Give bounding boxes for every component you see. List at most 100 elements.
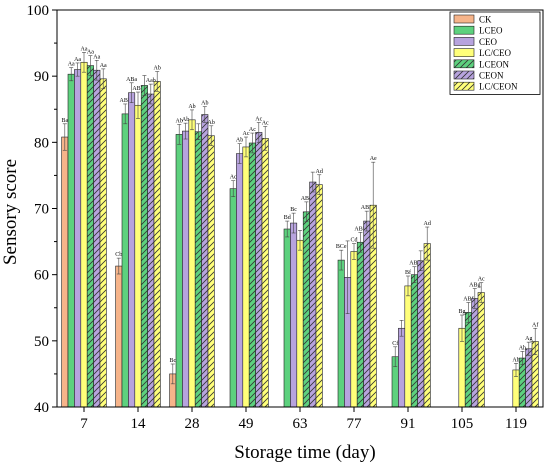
x-tick-label: 7 bbox=[80, 416, 88, 432]
significance-label: Ac bbox=[230, 175, 237, 181]
bar-hatch bbox=[249, 142, 256, 407]
bar bbox=[188, 119, 196, 408]
significance-label: Cd bbox=[350, 238, 357, 244]
significance-label: Ba bbox=[61, 118, 68, 124]
bar bbox=[404, 285, 412, 408]
significance-label: Bc bbox=[169, 358, 176, 364]
significance-label: Ab bbox=[201, 101, 208, 107]
bar bbox=[398, 327, 406, 408]
bar-hatch bbox=[93, 70, 100, 407]
bar-hatch bbox=[357, 242, 364, 407]
bar bbox=[67, 73, 75, 408]
legend-label: CK bbox=[479, 15, 492, 25]
y-tick-label: 60 bbox=[34, 268, 49, 284]
significance-label: Ab bbox=[188, 104, 195, 110]
significance-label: Aa bbox=[100, 63, 107, 69]
bar-hatch bbox=[370, 205, 377, 407]
y-tick-label: 70 bbox=[34, 202, 49, 218]
bar bbox=[134, 104, 142, 408]
bar-hatch bbox=[417, 260, 424, 407]
bar bbox=[283, 228, 291, 408]
bar bbox=[350, 251, 358, 408]
bar-hatch bbox=[363, 221, 370, 407]
bar-hatch bbox=[208, 135, 215, 407]
legend-label: LC/CEO bbox=[479, 48, 512, 58]
significance-label: ABg bbox=[469, 283, 480, 289]
x-tick-label: 63 bbox=[293, 416, 308, 432]
significance-label: Bf bbox=[405, 269, 411, 276]
legend-swatch-hatch bbox=[454, 82, 474, 91]
x-tick-label: 105 bbox=[451, 416, 474, 432]
significance-label: Ah bbox=[512, 357, 519, 363]
bar-hatch bbox=[411, 274, 418, 407]
bar bbox=[74, 69, 82, 408]
significance-label: ABf bbox=[463, 295, 473, 302]
y-tick-label: 100 bbox=[27, 3, 50, 19]
significance-label: Cf bbox=[392, 340, 398, 347]
bar bbox=[61, 136, 69, 408]
significance-label: ABf bbox=[409, 260, 419, 267]
x-tick-label: 119 bbox=[505, 416, 527, 432]
legend-label: CEO bbox=[479, 37, 498, 47]
bar-hatch bbox=[316, 184, 323, 407]
bar-hatch bbox=[141, 85, 148, 408]
significance-label: ABE bbox=[361, 205, 373, 211]
legend-label: LCEON bbox=[479, 59, 509, 69]
significance-label: Ac bbox=[478, 277, 485, 283]
x-tick-label: 28 bbox=[185, 416, 200, 432]
bar-hatch bbox=[147, 94, 154, 407]
significance-label: Ae bbox=[370, 156, 377, 162]
significance-label: Ac bbox=[262, 120, 269, 126]
x-tick-label: 49 bbox=[239, 416, 254, 432]
bar-hatch bbox=[87, 65, 94, 407]
legend-swatch-hatch bbox=[454, 59, 474, 68]
bar-hatch bbox=[471, 298, 478, 407]
y-axis-title: Sensory score bbox=[0, 159, 21, 265]
x-tick-label: 77 bbox=[347, 416, 363, 432]
significance-label: Bg bbox=[458, 309, 465, 315]
bar bbox=[115, 265, 123, 408]
significance-label: Aa bbox=[87, 50, 94, 56]
x-axis-title: Storage time (day) bbox=[234, 442, 375, 463]
bar bbox=[242, 146, 250, 408]
significance-label: Ab bbox=[208, 120, 215, 126]
bar bbox=[229, 188, 237, 408]
bar-hatch bbox=[525, 348, 532, 407]
y-tick-label: 80 bbox=[34, 135, 49, 151]
x-tick-label: 14 bbox=[131, 416, 147, 432]
significance-label: Aa bbox=[74, 57, 81, 63]
bar-hatch bbox=[195, 131, 202, 407]
bar-hatch bbox=[303, 211, 310, 407]
significance-label: Cb bbox=[115, 252, 122, 258]
significance-label: Ad bbox=[424, 221, 431, 227]
significance-label: Ab bbox=[176, 118, 183, 124]
significance-label: ABb bbox=[120, 98, 131, 104]
bar bbox=[121, 113, 129, 408]
significance-label: BCe bbox=[336, 244, 347, 250]
significance-label: ABa bbox=[126, 77, 137, 83]
significance-label: ABb bbox=[132, 86, 143, 92]
significance-label: ABE bbox=[354, 226, 366, 232]
bar bbox=[80, 61, 88, 408]
significance-label: Ac bbox=[249, 127, 256, 133]
x-tick-label: 91 bbox=[401, 416, 416, 432]
significance-label: ABd bbox=[301, 196, 312, 202]
bar-hatch bbox=[262, 138, 269, 407]
significance-label: Bc bbox=[290, 207, 297, 213]
bar bbox=[337, 259, 345, 408]
significance-label: Aab bbox=[146, 78, 156, 84]
significance-label: Ab bbox=[182, 117, 189, 123]
y-tick-label: 40 bbox=[34, 400, 49, 416]
significance-label: Aa bbox=[93, 54, 100, 60]
bar bbox=[290, 222, 298, 408]
bar-hatch bbox=[100, 78, 107, 408]
bar bbox=[296, 239, 304, 408]
significance-label: Ab bbox=[154, 66, 161, 72]
bar-hatch bbox=[424, 243, 431, 407]
bar-hatch bbox=[532, 341, 539, 407]
legend-swatch bbox=[453, 48, 475, 57]
bar bbox=[236, 153, 244, 408]
bar-hatch bbox=[201, 114, 208, 407]
